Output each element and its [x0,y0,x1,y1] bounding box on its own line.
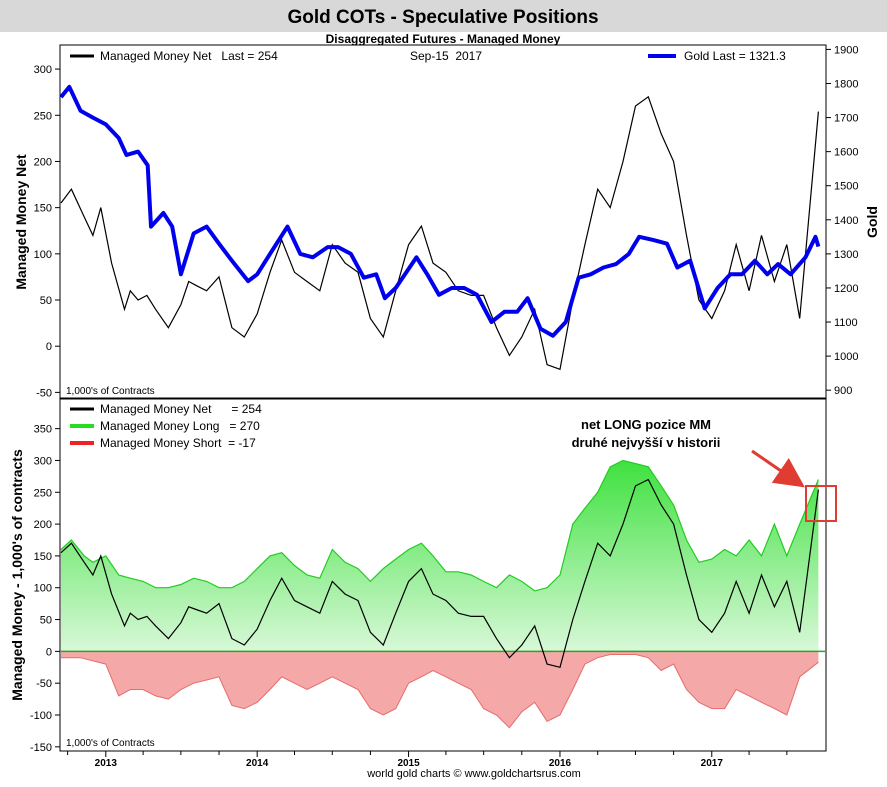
bottom-x-tick-label: 2015 [397,758,420,769]
annotation-arrow [751,449,805,488]
annotation-highlight-box [805,485,837,522]
top-ylabel: Managed Money Net [13,154,29,290]
top-y-tick-label: 150 [34,203,52,215]
top-y-tick-label: 200 [34,156,52,168]
bottom-y-tick-label: 300 [34,455,52,467]
top-y2-tick-label: 1400 [834,215,858,227]
top-y2-tick-label: 1900 [834,44,858,56]
top-legend-date: Sep-15 2017 [410,49,482,63]
top-legend-net-label: Managed Money Net Last = 254 [100,49,278,63]
bottom-legend-long-label: Managed Money Long = 270 [100,419,260,433]
bottom-x-tick-label: 2014 [246,758,269,769]
top-y-tick-label: 50 [40,295,52,307]
bottom-legend-net-label: Managed Money Net = 254 [100,402,262,416]
top-legend-gold-label: Gold Last = 1321.3 [684,49,786,63]
top-y2-tick-label: 900 [834,385,852,397]
bottom-series-group [60,459,825,729]
bottom-y-tick-label: 250 [34,487,52,499]
bottom-y-tick-label: -150 [30,742,52,754]
bottom-y-tick-label: 50 [40,615,52,627]
bottom-x-tick-label: 2013 [95,758,118,769]
bottom-net-line [60,478,819,669]
top-y2-tick-label: 1500 [834,181,858,193]
bottom-short-line [61,654,819,729]
bottom-x-axis: 2013 2014 2015 2016 2017 [67,751,788,769]
top-y2label: Gold [864,206,880,238]
top-y-tick-label: -50 [36,387,52,399]
bottom-y-tick-label: 200 [34,519,52,531]
top-y2-tick-label: 1100 [834,317,858,329]
bottom-units-note: 1,000's of Contracts [66,738,155,749]
chart-subtitle: Disaggregated Futures - Managed Money [326,32,561,46]
top-y2-tick-label: 1200 [834,283,858,295]
bottom-y-axis: -150 -100 -50 0 50 100 150 200 250 300 350 [30,424,60,754]
annotation-line-1: net LONG pozice MM [581,417,711,432]
top-y2-tick-label: 1000 [834,351,858,363]
top-units-note: 1,000's of Contracts [66,386,155,397]
bottom-y-tick-label: 350 [34,424,52,436]
bottom-short-area [61,651,819,728]
top-net-line [60,95,819,371]
bottom-long-line [60,459,819,592]
top-y-tick-label: 300 [34,64,52,76]
bottom-legend-short-label: Managed Money Short = -17 [100,436,256,450]
bottom-y-tick-label: 100 [34,583,52,595]
top-series-group [59,84,821,371]
top-y2-tick-label: 1600 [834,147,858,159]
annotation-line-2: druhé nejvyšší v historii [572,435,721,450]
bottom-x-tick-label: 2017 [701,758,724,769]
title-band [0,0,887,32]
top-y2-tick-label: 1700 [834,113,858,125]
bottom-y-tick-label: -50 [36,678,52,690]
top-y-tick-label: 100 [34,249,52,261]
top-y2-tick-label: 1300 [834,249,858,261]
footer-credit: world gold charts © www.goldchartsrus.co… [366,768,581,780]
chart-title: Gold COTs - Speculative Positions [287,7,598,28]
top-y-tick-label: 0 [46,341,52,353]
bottom-x-tick-label: 2016 [549,758,572,769]
top-y-tick-label: 250 [34,110,52,122]
top-y2-tick-label: 1800 [834,78,858,90]
top-y2-axis: 900 1000 1100 1200 1300 1400 1500 1600 1700 1800 1… [826,44,858,397]
bottom-y-tick-label: 0 [46,646,52,658]
bottom-long-area [61,460,819,652]
top-plot-frame [59,44,827,399]
bottom-y-tick-label: 150 [34,551,52,563]
top-y-axis: -50 0 50 100 150 200 250 300 [34,64,60,399]
top-gold-line [59,84,821,338]
bottom-ylabel: Managed Money - 1,000's of contracts [9,449,25,701]
bottom-y-tick-label: -100 [30,710,52,722]
